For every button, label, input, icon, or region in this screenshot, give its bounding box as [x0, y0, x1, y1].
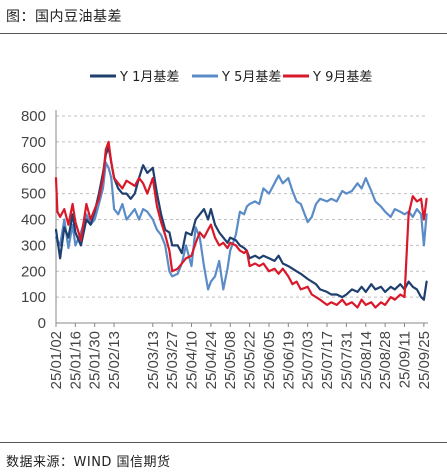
x-tick-label: 25/03/27 — [164, 331, 181, 389]
y-tick-label: 0 — [38, 315, 46, 332]
legend-label-y9: Y 9月基差 — [312, 70, 372, 85]
chart-legend: Y 1月基差 Y 5月基差 Y 9月基差 — [90, 70, 372, 85]
x-tick-label: 25/02/13 — [106, 331, 123, 389]
x-axis: 25/01/02 25/01/16 25/01/30 25/02/13 25/03/13… — [48, 322, 433, 389]
x-tick-label: 25/06/05 — [261, 331, 278, 389]
legend-label-y1: Y 1月基差 — [119, 70, 179, 85]
x-tick-label: 25/06/19 — [280, 331, 297, 389]
x-tick-label: 25/09/25 — [416, 331, 433, 389]
series-line-y5 — [54, 161, 428, 291]
x-tick-label: 25/07/31 — [338, 331, 355, 389]
y-axis: 0 100 200 300 400 500 600 700 800 — [21, 108, 57, 332]
figure-title: 图：国内豆油基差 — [6, 9, 122, 25]
x-tick-label: 25/04/10 — [184, 331, 201, 389]
x-tick-label: 25/03/13 — [145, 331, 162, 389]
x-tick-label: 25/05/08 — [222, 331, 239, 389]
legend-label-y5: Y 5月基差 — [221, 70, 281, 85]
series-line-y9 — [54, 140, 428, 309]
y-tick-label: 400 — [21, 212, 46, 229]
source-note: 数据来源：WIND 国信期货 — [6, 455, 171, 470]
x-tick-label: 25/08/28 — [377, 331, 394, 389]
y-tick-label: 100 — [21, 289, 46, 306]
y-tick-label: 300 — [21, 237, 46, 254]
y-tick-label: 200 — [21, 263, 46, 280]
y-tick-label: 800 — [21, 108, 46, 125]
x-tick-label: 25/04/24 — [203, 331, 220, 389]
x-tick-label: 25/09/11 — [396, 331, 413, 388]
x-tick-label: 25/01/16 — [67, 331, 84, 389]
y-tick-label: 500 — [21, 186, 46, 203]
x-tick-label: 25/08/14 — [358, 331, 375, 389]
series-lines — [54, 140, 428, 309]
x-tick-label: 25/07/03 — [300, 331, 317, 389]
title-rule — [0, 33, 447, 34]
source-rule — [0, 442, 447, 443]
x-tick-label: 25/05/22 — [242, 331, 259, 389]
x-tick-label: 25/01/30 — [87, 331, 104, 389]
x-tick-label: 25/07/17 — [319, 331, 336, 389]
y-tick-label: 700 — [21, 134, 46, 151]
grid-lines — [56, 115, 428, 298]
y-tick-label: 600 — [21, 160, 46, 177]
basis-line-chart: Y 1月基差 Y 5月基差 Y 9月基差 0 100 200 300 400 500 600 70… — [21, 70, 433, 389]
x-tick-label: 25/01/02 — [48, 331, 65, 389]
